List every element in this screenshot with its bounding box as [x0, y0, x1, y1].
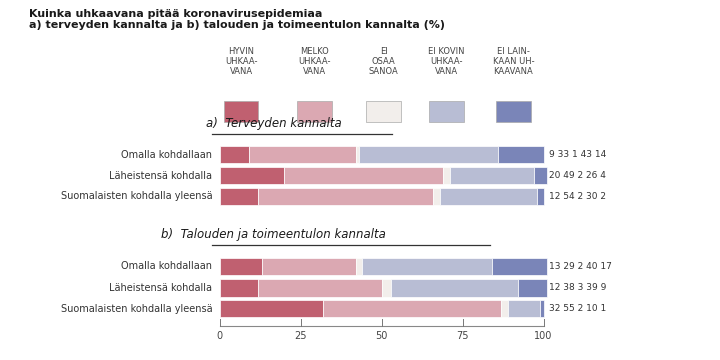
- Text: Läheistensä kohdalla: Läheistensä kohdalla: [109, 171, 212, 181]
- Text: a) terveyden kannalta ja b) talouden ja toimeentulon kannalta (%): a) terveyden kannalta ja b) talouden ja …: [29, 20, 445, 30]
- Text: Omalla kohdallaan: Omalla kohdallaan: [122, 261, 212, 271]
- Text: UHKAA-: UHKAA-: [225, 57, 258, 66]
- Text: Kuinka uhkaavana pitää koronavirusepidemiaa: Kuinka uhkaavana pitää koronavirusepidem…: [29, 9, 322, 19]
- Bar: [262, 258, 356, 275]
- Text: EI LAIN-: EI LAIN-: [497, 47, 530, 56]
- Bar: [498, 146, 544, 163]
- Bar: [220, 258, 262, 275]
- Bar: [362, 258, 492, 275]
- Bar: [537, 188, 544, 205]
- Text: b)  Talouden ja toimeentulon kannalta: b) Talouden ja toimeentulon kannalta: [161, 228, 386, 241]
- Text: 12 38 3 39 9: 12 38 3 39 9: [549, 284, 606, 292]
- Bar: [356, 146, 359, 163]
- Bar: [492, 258, 547, 275]
- Text: 9 33 1 43 14: 9 33 1 43 14: [549, 150, 606, 159]
- Text: 25: 25: [294, 331, 307, 341]
- Text: KAAVANA: KAAVANA: [493, 67, 534, 76]
- Text: 50: 50: [375, 331, 388, 341]
- Bar: [297, 101, 332, 122]
- Bar: [323, 300, 501, 317]
- Text: EI: EI: [380, 47, 387, 56]
- Bar: [220, 167, 284, 184]
- Text: 13 29 2 40 17: 13 29 2 40 17: [549, 262, 611, 271]
- Text: Suomalaisten kohdalla yleensä: Suomalaisten kohdalla yleensä: [60, 191, 212, 201]
- Text: UHKAA-: UHKAA-: [298, 57, 331, 66]
- Bar: [220, 188, 258, 205]
- Bar: [392, 279, 518, 297]
- Bar: [508, 300, 540, 317]
- Bar: [359, 146, 498, 163]
- Text: VANA: VANA: [230, 67, 253, 76]
- Text: 12 54 2 30 2: 12 54 2 30 2: [549, 192, 606, 201]
- Text: KAAN UH-: KAAN UH-: [492, 57, 534, 66]
- Bar: [444, 167, 449, 184]
- Bar: [220, 146, 249, 163]
- Text: 0: 0: [217, 331, 222, 341]
- Text: EI KOVIN: EI KOVIN: [428, 47, 464, 56]
- Text: Omalla kohdallaan: Omalla kohdallaan: [122, 150, 212, 160]
- Bar: [356, 258, 362, 275]
- Bar: [518, 279, 547, 297]
- Text: UHKAA-: UHKAA-: [430, 57, 463, 66]
- Bar: [449, 167, 534, 184]
- Text: 32 55 2 10 1: 32 55 2 10 1: [549, 304, 606, 313]
- Bar: [258, 188, 433, 205]
- Bar: [496, 101, 531, 122]
- Text: Läheistensä kohdalla: Läheistensä kohdalla: [109, 283, 212, 293]
- Bar: [220, 279, 258, 297]
- Text: OSAA: OSAA: [372, 57, 395, 66]
- Text: VANA: VANA: [435, 67, 458, 76]
- Text: SANOA: SANOA: [369, 67, 399, 76]
- Text: VANA: VANA: [303, 67, 326, 76]
- Text: a)  Terveyden kannalta: a) Terveyden kannalta: [206, 117, 341, 130]
- Text: 100: 100: [534, 331, 553, 341]
- Bar: [429, 101, 464, 122]
- Bar: [440, 188, 537, 205]
- Text: HYVIN: HYVIN: [228, 47, 254, 56]
- Bar: [534, 167, 547, 184]
- Bar: [501, 300, 508, 317]
- Text: Suomalaisten kohdalla yleensä: Suomalaisten kohdalla yleensä: [60, 303, 212, 314]
- Bar: [220, 300, 323, 317]
- Bar: [366, 101, 401, 122]
- Bar: [540, 300, 544, 317]
- Bar: [284, 167, 444, 184]
- Text: 75: 75: [456, 331, 469, 341]
- Bar: [382, 279, 392, 297]
- Bar: [433, 188, 440, 205]
- Bar: [258, 279, 382, 297]
- Text: MELKO: MELKO: [300, 47, 329, 56]
- Bar: [249, 146, 356, 163]
- Text: 20 49 2 26 4: 20 49 2 26 4: [549, 171, 606, 180]
- Bar: [224, 101, 258, 122]
